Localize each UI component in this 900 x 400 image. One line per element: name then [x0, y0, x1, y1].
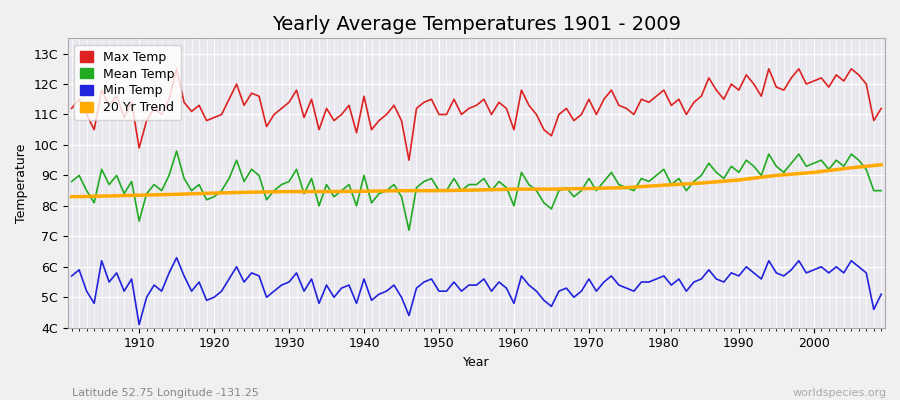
Min Temp — [876, 292, 886, 297]
Mean Temp — [614, 182, 625, 187]
Max Temp — [299, 115, 310, 120]
20 Yr Trend — [846, 165, 857, 170]
20 Yr Trend — [771, 173, 782, 178]
Min Temp — [351, 301, 362, 306]
20 Yr Trend — [171, 192, 182, 197]
20 Yr Trend — [583, 186, 594, 191]
20 Yr Trend — [808, 170, 819, 175]
20 Yr Trend — [134, 193, 145, 198]
Max Temp — [403, 158, 414, 162]
Max Temp — [876, 106, 886, 111]
20 Yr Trend — [508, 187, 519, 192]
Min Temp — [126, 276, 137, 281]
Min Temp — [306, 276, 317, 281]
Max Temp — [344, 103, 355, 108]
20 Yr Trend — [247, 190, 257, 194]
20 Yr Trend — [471, 188, 482, 192]
20 Yr Trend — [546, 187, 557, 192]
20 Yr Trend — [321, 189, 332, 194]
20 Yr Trend — [67, 194, 77, 199]
20 Yr Trend — [209, 191, 220, 196]
20 Yr Trend — [358, 189, 369, 194]
Legend: Max Temp, Mean Temp, Min Temp, 20 Yr Trend: Max Temp, Mean Temp, Min Temp, 20 Yr Tre… — [74, 44, 181, 120]
Min Temp — [67, 274, 77, 278]
Mean Temp — [516, 170, 526, 175]
X-axis label: Year: Year — [464, 356, 490, 369]
Text: Latitude 52.75 Longitude -131.25: Latitude 52.75 Longitude -131.25 — [72, 388, 259, 398]
Text: worldspecies.org: worldspecies.org — [792, 388, 886, 398]
20 Yr Trend — [621, 185, 632, 190]
Min Temp — [524, 283, 535, 288]
Mean Temp — [876, 188, 886, 193]
Mean Temp — [126, 179, 137, 184]
Mean Temp — [524, 182, 535, 187]
20 Yr Trend — [434, 188, 445, 193]
Line: 20 Yr Trend: 20 Yr Trend — [72, 165, 881, 197]
Y-axis label: Temperature: Temperature — [15, 143, 28, 223]
20 Yr Trend — [734, 178, 744, 182]
Min Temp — [134, 322, 145, 327]
Min Temp — [614, 283, 625, 288]
Max Temp — [614, 103, 625, 108]
Line: Mean Temp: Mean Temp — [72, 151, 881, 230]
Max Temp — [516, 88, 526, 92]
Max Temp — [67, 106, 77, 111]
Mean Temp — [299, 191, 310, 196]
Mean Temp — [67, 179, 77, 184]
20 Yr Trend — [396, 188, 407, 193]
Title: Yearly Average Temperatures 1901 - 2009: Yearly Average Temperatures 1901 - 2009 — [272, 15, 681, 34]
20 Yr Trend — [659, 183, 670, 188]
Max Temp — [524, 103, 535, 108]
Line: Min Temp: Min Temp — [72, 258, 881, 325]
Min Temp — [171, 255, 182, 260]
Line: Max Temp: Max Temp — [72, 69, 881, 160]
20 Yr Trend — [284, 189, 294, 194]
Max Temp — [171, 66, 182, 71]
Mean Temp — [344, 182, 355, 187]
20 Yr Trend — [696, 181, 706, 186]
Mean Temp — [403, 228, 414, 233]
Mean Temp — [171, 149, 182, 154]
Max Temp — [126, 100, 137, 105]
20 Yr Trend — [96, 194, 107, 198]
Min Temp — [516, 274, 526, 278]
20 Yr Trend — [876, 162, 886, 167]
